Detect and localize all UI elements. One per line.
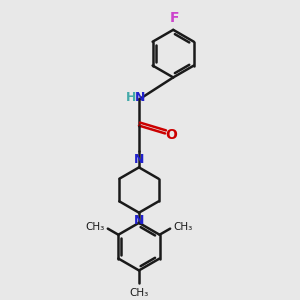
- Text: CH₃: CH₃: [129, 288, 148, 298]
- Text: N: N: [134, 214, 144, 227]
- Text: N: N: [135, 91, 146, 104]
- Text: F: F: [170, 11, 179, 25]
- Text: O: O: [165, 128, 177, 142]
- Text: CH₃: CH₃: [174, 222, 193, 232]
- Text: CH₃: CH₃: [85, 222, 104, 232]
- Text: H: H: [126, 91, 136, 104]
- Text: N: N: [134, 153, 144, 166]
